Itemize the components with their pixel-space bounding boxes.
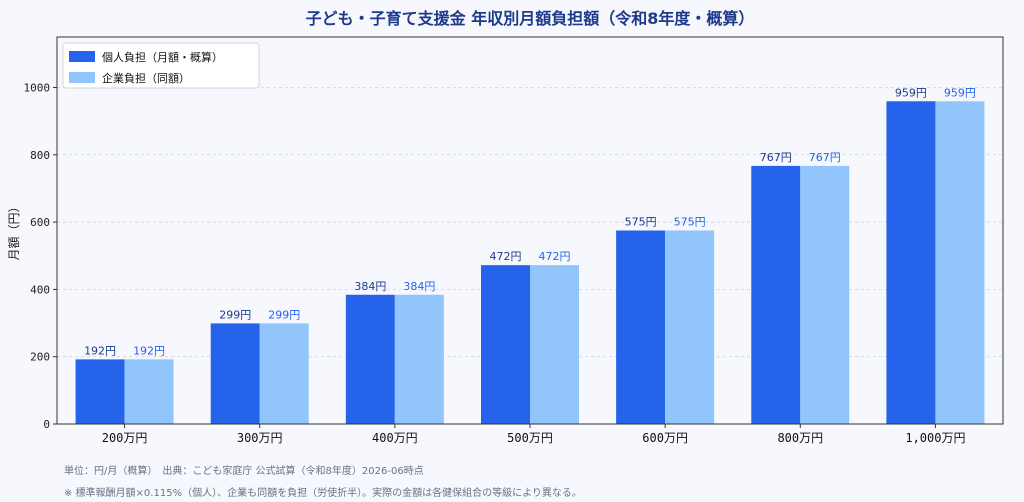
legend-box [62,42,260,89]
bar-individual [210,323,260,424]
x-tick-label: 800万円 [777,431,823,445]
data-label-individual: 384円 [354,280,386,293]
y-tick-label: 800 [30,149,50,162]
footnote-note: ※ 標準報酬月額×0.115%（個人）、企業も同額を負担（労使折半）。実際の金額… [64,488,582,499]
data-label-individual: 575円 [625,216,657,229]
bar-individual [481,265,530,424]
data-label-individual: 767円 [760,151,792,164]
legend-swatch [69,72,95,83]
y-tick-label: 0 [43,418,50,431]
data-label-employer: 767円 [809,151,841,164]
bar-individual [751,165,801,425]
data-label-employer: 575円 [674,216,706,229]
data-label-individual: 959円 [895,86,927,99]
y-tick-label: 400 [30,283,50,296]
x-tick-label: 1,000万円 [905,431,965,445]
legend-label: 個人負担（月額・概算） [102,50,223,64]
bar-individual [345,294,395,424]
x-tick-label: 500万円 [507,431,553,445]
bar-employer [124,359,174,424]
bar-employer [394,294,444,424]
data-label-individual: 192円 [84,344,116,357]
data-label-employer: 384円 [403,280,435,293]
x-tick-label: 300万円 [237,431,283,445]
bar-individual [616,230,666,424]
bar-employer [800,165,850,425]
y-axis-label: 月額（円） [7,200,21,260]
data-label-individual: 299円 [219,308,251,321]
plot-frame [56,36,1004,425]
bar-employer [665,230,715,424]
y-tick-label: 1000 [24,81,51,94]
bar-individual [75,359,125,424]
x-tick-label: 400万円 [372,431,418,445]
x-tick-label: 600万円 [642,431,688,445]
bar-employer [530,265,579,424]
y-tick-label: 200 [30,351,50,364]
data-label-employer: 299円 [268,308,300,321]
y-tick-label: 600 [30,216,50,229]
data-label-employer: 959円 [944,86,976,99]
footnote-source: 単位：円/月（概算） 出典：こども家庭庁 公式試算（令和8年度）2026-06時… [64,466,424,477]
chart-title: 子ども・子育て支援金 年収別月額負担額（令和8年度・概算） [306,9,755,28]
data-label-employer: 192円 [133,344,165,357]
x-tick-label: 200万円 [102,431,148,445]
bar-employer [259,323,309,424]
bar-individual [886,101,936,425]
legend-label: 企業負担（同額） [102,71,190,85]
legend-swatch [69,51,95,62]
data-label-individual: 472円 [490,250,522,263]
data-label-employer: 472円 [539,250,571,263]
bar-employer [935,101,985,425]
